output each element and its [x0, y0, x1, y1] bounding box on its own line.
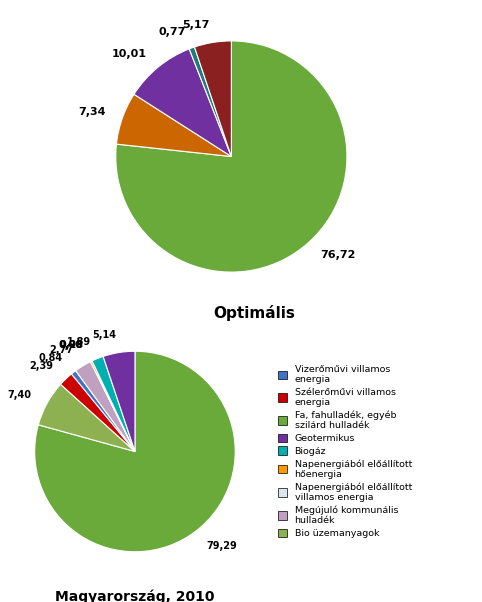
Wedge shape	[91, 362, 135, 452]
Wedge shape	[61, 374, 135, 452]
Text: 1,89: 1,89	[67, 337, 91, 347]
Text: 2,77: 2,77	[50, 346, 73, 355]
Text: 10,01: 10,01	[112, 49, 147, 59]
Text: 7,34: 7,34	[79, 107, 106, 117]
Text: 2,39: 2,39	[29, 361, 54, 371]
Wedge shape	[134, 49, 231, 157]
Wedge shape	[103, 351, 135, 452]
Wedge shape	[189, 47, 231, 157]
Text: 79,29: 79,29	[207, 541, 237, 551]
Text: 0,28: 0,28	[59, 340, 83, 350]
Text: 0,77: 0,77	[159, 26, 186, 37]
Text: 5,14: 5,14	[92, 330, 116, 340]
Text: Optimális: Optimális	[214, 305, 295, 320]
Legend: Vizerőművi villamos
energia, Szélerőművi villamos
energia, Fa, fahulladék, egyéb: Vizerőművi villamos energia, Szélerőművi…	[278, 365, 412, 538]
Wedge shape	[39, 384, 135, 452]
Text: 0,00: 0,00	[58, 341, 82, 350]
Wedge shape	[76, 362, 135, 452]
Text: Magyarország, 2010: Magyarország, 2010	[55, 589, 214, 602]
Text: 76,72: 76,72	[320, 250, 356, 261]
Wedge shape	[92, 356, 135, 452]
Text: 7,40: 7,40	[7, 389, 31, 400]
Text: 5,17: 5,17	[183, 20, 210, 30]
Wedge shape	[116, 41, 347, 272]
Text: 0,84: 0,84	[39, 353, 63, 363]
Wedge shape	[35, 351, 235, 552]
Wedge shape	[194, 41, 231, 157]
Wedge shape	[71, 371, 135, 452]
Wedge shape	[91, 361, 135, 452]
Wedge shape	[117, 95, 231, 157]
